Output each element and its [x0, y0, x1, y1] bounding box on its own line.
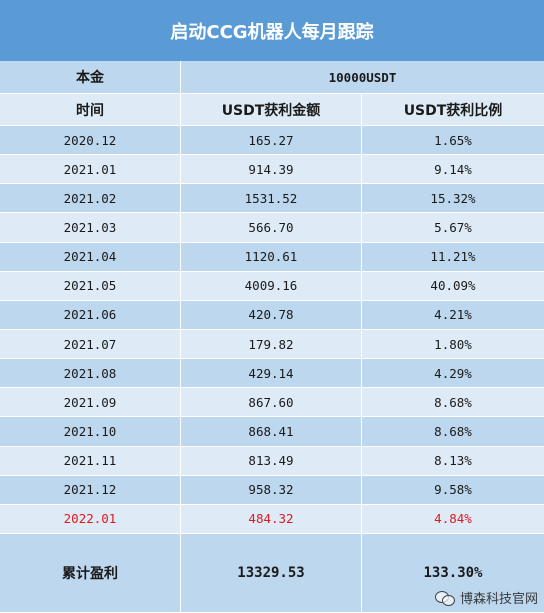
row-profit: 813.49	[181, 447, 362, 476]
watermark-text: 博森科技官网	[460, 588, 538, 607]
principal-label: 本金	[0, 61, 181, 94]
header-time: 时间	[0, 94, 181, 126]
row-time: 2021.02	[0, 184, 181, 213]
table-row: 2021.08 429.14 4.29%	[0, 359, 544, 388]
table-row: 2021.03 566.70 5.67%	[0, 213, 544, 242]
row-profit: 165.27	[181, 126, 362, 155]
total-label: 累计盈利	[0, 534, 181, 613]
row-ratio: 9.58%	[362, 476, 544, 505]
row-time: 2021.06	[0, 301, 181, 330]
row-profit: 429.14	[181, 359, 362, 388]
row-time: 2021.05	[0, 272, 181, 301]
row-ratio: 11.21%	[362, 243, 544, 272]
row-profit: 1120.61	[181, 243, 362, 272]
table-row: 2021.05 4009.16 40.09%	[0, 272, 544, 301]
row-ratio: 40.09%	[362, 272, 544, 301]
principal-row: 本金 10000USDT	[0, 61, 544, 94]
row-profit: 4009.16	[181, 272, 362, 301]
wechat-icon	[435, 590, 455, 606]
principal-value: 10000USDT	[181, 61, 544, 94]
row-time: 2021.07	[0, 330, 181, 359]
row-profit: 868.41	[181, 417, 362, 446]
row-time: 2020.12	[0, 126, 181, 155]
row-profit: 484.32	[181, 505, 362, 534]
row-ratio: 8.68%	[362, 388, 544, 417]
row-time: 2021.12	[0, 476, 181, 505]
row-time: 2021.04	[0, 243, 181, 272]
table-row: 2022.01 484.32 4.84%	[0, 505, 544, 534]
table-row: 2021.01 914.39 9.14%	[0, 155, 544, 184]
table-title: 启动CCG机器人每月跟踪	[0, 0, 544, 62]
row-time: 2021.10	[0, 417, 181, 446]
row-ratio: 5.67%	[362, 213, 544, 242]
table-row: 2021.07 179.82 1.80%	[0, 330, 544, 359]
table-row: 2021.10 868.41 8.68%	[0, 417, 544, 446]
row-profit: 420.78	[181, 301, 362, 330]
row-ratio: 9.14%	[362, 155, 544, 184]
row-time: 2022.01	[0, 505, 181, 534]
row-time: 2021.01	[0, 155, 181, 184]
row-ratio: 8.68%	[362, 417, 544, 446]
table-row: 2021.12 958.32 9.58%	[0, 476, 544, 505]
row-time: 2021.09	[0, 388, 181, 417]
table-row: 2021.02 1531.52 15.32%	[0, 184, 544, 213]
row-time: 2021.11	[0, 447, 181, 476]
row-ratio: 8.13%	[362, 447, 544, 476]
watermark: 博森科技官网	[435, 588, 538, 607]
row-ratio: 1.65%	[362, 126, 544, 155]
row-profit: 1531.52	[181, 184, 362, 213]
total-profit: 13329.53	[181, 534, 362, 613]
row-ratio: 4.29%	[362, 359, 544, 388]
row-time: 2021.08	[0, 359, 181, 388]
table-row: 2020.12 165.27 1.65%	[0, 126, 544, 155]
table-row: 2021.04 1120.61 11.21%	[0, 243, 544, 272]
row-ratio: 4.84%	[362, 505, 544, 534]
table-row: 2021.09 867.60 8.68%	[0, 388, 544, 417]
row-profit: 566.70	[181, 213, 362, 242]
header-ratio: USDT获利比例	[362, 94, 544, 126]
header-row: 时间 USDT获利金额 USDT获利比例	[0, 94, 544, 126]
row-ratio: 1.80%	[362, 330, 544, 359]
table-row: 2021.06 420.78 4.21%	[0, 301, 544, 330]
row-profit: 867.60	[181, 388, 362, 417]
table-row: 2021.11 813.49 8.13%	[0, 447, 544, 476]
header-profit: USDT获利金额	[181, 94, 362, 126]
row-profit: 958.32	[181, 476, 362, 505]
row-profit: 914.39	[181, 155, 362, 184]
row-ratio: 4.21%	[362, 301, 544, 330]
row-time: 2021.03	[0, 213, 181, 242]
row-profit: 179.82	[181, 330, 362, 359]
row-ratio: 15.32%	[362, 184, 544, 213]
